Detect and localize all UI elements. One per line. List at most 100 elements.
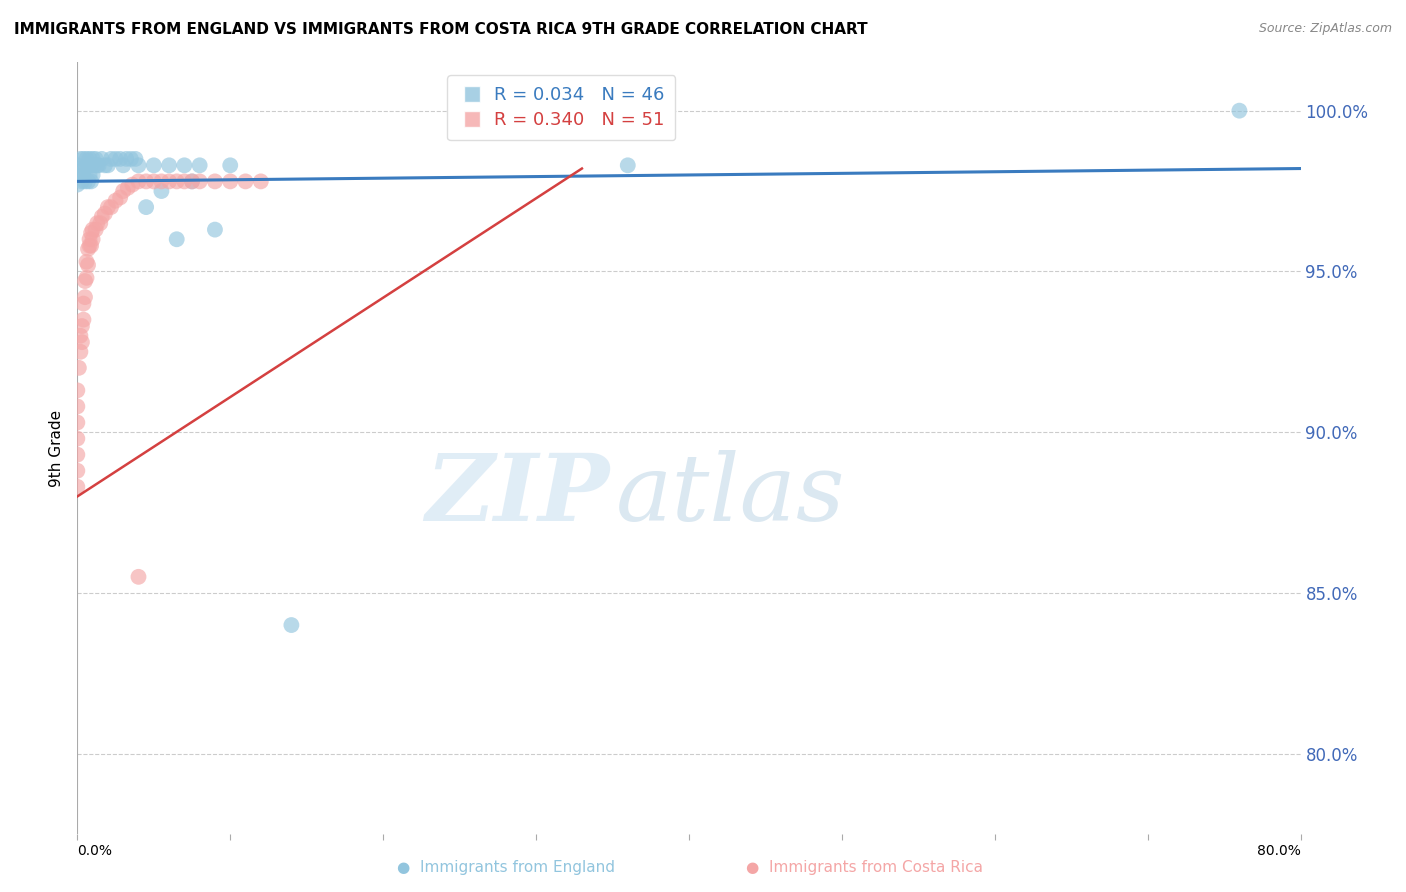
Point	[280, 618, 302, 632]
Point	[90, 152, 112, 166]
Point	[117, 181, 139, 195]
Point	[67, 360, 90, 375]
Point	[66, 432, 89, 446]
Point	[188, 174, 211, 188]
Point	[142, 158, 165, 172]
Point	[89, 216, 111, 230]
Point	[66, 416, 89, 430]
Point	[204, 222, 226, 236]
Point	[142, 174, 165, 188]
Point	[84, 222, 107, 236]
Point	[79, 238, 101, 252]
Text: atlas: atlas	[616, 450, 845, 540]
Point	[82, 232, 104, 246]
Point	[76, 254, 98, 268]
Point	[86, 158, 108, 172]
Point	[70, 319, 93, 334]
Point	[100, 152, 122, 166]
Point	[120, 152, 142, 166]
Point	[1229, 103, 1251, 118]
Point	[66, 448, 89, 462]
Point	[157, 158, 180, 172]
Legend: R = 0.034   N = 46, R = 0.340   N = 51: R = 0.034 N = 46, R = 0.340 N = 51	[447, 75, 675, 140]
Point	[66, 168, 89, 182]
Point	[84, 152, 107, 166]
Point	[73, 174, 96, 188]
Point	[72, 296, 94, 310]
Point	[76, 152, 98, 166]
Point	[73, 290, 96, 304]
Point	[108, 152, 131, 166]
Point	[124, 152, 146, 166]
Point	[77, 158, 100, 172]
Point	[82, 168, 104, 182]
Text: ●  Immigrants from Costa Rica: ● Immigrants from Costa Rica	[747, 861, 983, 875]
Point	[72, 168, 94, 182]
Text: IMMIGRANTS FROM ENGLAND VS IMMIGRANTS FROM COSTA RICA 9TH GRADE CORRELATION CHAR: IMMIGRANTS FROM ENGLAND VS IMMIGRANTS FR…	[14, 22, 868, 37]
Point	[173, 158, 195, 172]
Point	[127, 570, 149, 584]
Point	[80, 226, 103, 240]
Point	[181, 174, 204, 188]
Point	[76, 270, 98, 285]
Point	[173, 174, 195, 188]
Point	[181, 174, 204, 188]
Point	[121, 178, 143, 192]
Point	[97, 158, 120, 172]
Point	[250, 174, 273, 188]
Point	[79, 152, 101, 166]
Point	[86, 216, 108, 230]
Point	[617, 158, 640, 172]
Point	[219, 158, 242, 172]
Point	[69, 152, 91, 166]
Point	[90, 210, 112, 224]
Point	[112, 158, 135, 172]
Point	[166, 232, 188, 246]
Point	[80, 158, 103, 172]
Point	[135, 174, 157, 188]
Point	[108, 190, 131, 204]
Point	[80, 174, 103, 188]
Point	[73, 274, 96, 288]
Point	[235, 174, 257, 188]
Point	[188, 158, 211, 172]
Point	[66, 400, 89, 414]
Point	[83, 158, 105, 172]
Text: ●  Immigrants from England: ● Immigrants from England	[396, 861, 616, 875]
Point	[79, 168, 101, 182]
Point	[73, 161, 96, 176]
Point	[77, 258, 100, 272]
Point	[87, 158, 110, 172]
Point	[112, 184, 135, 198]
Point	[127, 158, 149, 172]
Point	[104, 152, 127, 166]
Point	[70, 335, 93, 350]
Point	[135, 200, 157, 214]
Point	[80, 238, 103, 252]
Y-axis label: 9th Grade: 9th Grade	[49, 409, 65, 487]
Point	[72, 312, 94, 326]
Point	[79, 232, 101, 246]
Point	[150, 184, 173, 198]
Point	[66, 158, 89, 172]
Point	[94, 206, 117, 220]
Point	[77, 242, 100, 256]
Point	[204, 174, 226, 188]
Point	[66, 464, 89, 478]
Point	[166, 174, 188, 188]
Point	[70, 174, 93, 188]
Text: ZIP: ZIP	[425, 450, 609, 540]
Point	[157, 174, 180, 188]
Point	[69, 344, 91, 359]
Point	[127, 174, 149, 188]
Point	[77, 174, 100, 188]
Point	[94, 158, 117, 172]
Text: 80.0%: 80.0%	[1257, 844, 1301, 858]
Point	[219, 174, 242, 188]
Point	[66, 480, 89, 494]
Point	[100, 200, 122, 214]
Point	[66, 178, 89, 192]
Point	[69, 328, 91, 343]
Point	[104, 194, 127, 208]
Point	[82, 222, 104, 236]
